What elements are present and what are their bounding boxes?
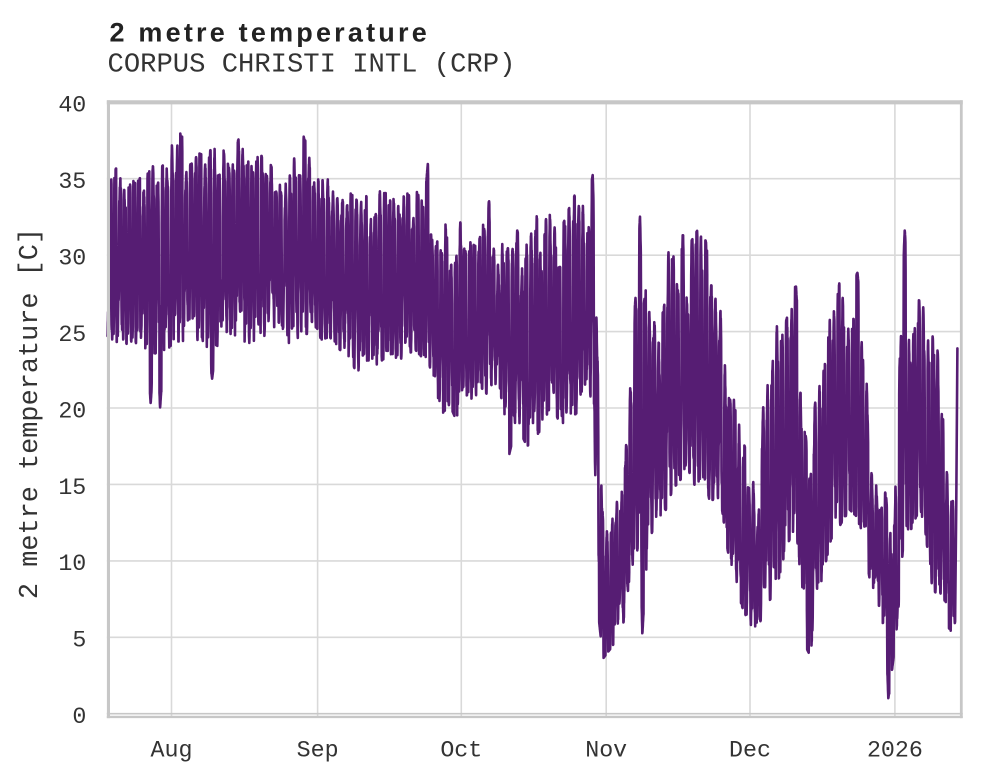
svg-text:30: 30	[58, 246, 86, 272]
svg-text:2 metre temperature: 2 metre temperature	[110, 18, 430, 48]
svg-text:CORPUS CHRISTI INTL (CRP): CORPUS CHRISTI INTL (CRP)	[108, 49, 516, 80]
svg-text:35: 35	[58, 169, 86, 195]
svg-text:15: 15	[58, 475, 86, 501]
svg-text:40: 40	[58, 93, 86, 119]
svg-text:5: 5	[72, 628, 86, 654]
svg-text:Oct: Oct	[440, 738, 482, 764]
svg-text:Dec: Dec	[729, 738, 771, 764]
svg-text:10: 10	[58, 551, 86, 577]
svg-text:Nov: Nov	[585, 738, 627, 764]
svg-text:2 metre temperature [C]: 2 metre temperature [C]	[16, 228, 46, 599]
svg-text:20: 20	[58, 398, 86, 424]
svg-text:25: 25	[58, 322, 86, 348]
svg-text:Sep: Sep	[297, 738, 339, 764]
svg-text:2026: 2026	[867, 738, 923, 764]
svg-text:0: 0	[72, 704, 86, 730]
svg-text:Aug: Aug	[151, 738, 193, 764]
